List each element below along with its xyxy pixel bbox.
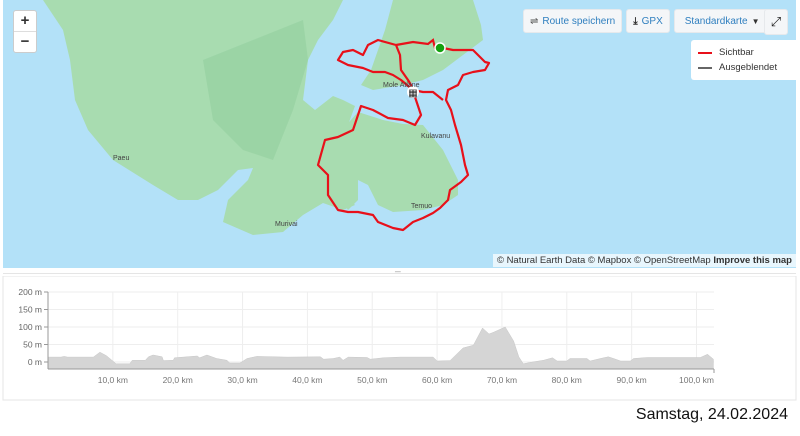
terrain-ridge — [203, 20, 308, 160]
place-temuo: Temuo — [411, 203, 432, 210]
gpx-label: GPX — [641, 15, 663, 27]
elevation-area — [47, 326, 714, 370]
y-tick-label: 200 m — [18, 287, 42, 297]
caret-down-icon: ▼ — [751, 16, 760, 26]
legend-swatch — [698, 51, 712, 54]
date-caption: Samstag, 24.02.2024 — [635, 406, 788, 423]
zoom-in-button[interactable]: + — [20, 12, 30, 29]
y-tick-label: 100 m — [18, 322, 42, 332]
chart-frame — [2, 276, 797, 401]
x-tick-label: 70,0 km — [487, 375, 517, 385]
map-attribution: © Natural Earth Data © Mapbox © OpenStre… — [492, 254, 796, 267]
legend-label: Sichtbar — [719, 47, 754, 58]
save-route-label: Route speichern — [542, 15, 616, 27]
improve-map-link[interactable]: Improve this map — [713, 255, 792, 266]
x-tick-label: 60,0 km — [422, 375, 452, 385]
zoom-out-button[interactable]: − — [14, 31, 36, 52]
fullscreen-button[interactable]: ⤢ — [764, 9, 788, 35]
map-legend: Sichtbar Ausgeblendet — [691, 40, 796, 80]
x-tick-label: 10,0 km — [98, 375, 128, 385]
place-mole-atlane: Mole Atlane — [383, 82, 420, 89]
land-east — [331, 112, 458, 212]
legend-swatch — [698, 66, 712, 69]
x-tick-label: 40,0 km — [292, 375, 322, 385]
svg-text:▦: ▦ — [408, 88, 417, 99]
zoom-control: + − — [13, 10, 37, 53]
x-tick-label: 30,0 km — [227, 375, 257, 385]
x-tick-label: 100,0 km — [679, 375, 714, 385]
y-tick-label: 0 m — [28, 357, 42, 367]
map-canvas[interactable]: ▦ Paeu Murivai Temuo Kulavanu Mole Atlan… — [3, 0, 796, 268]
start-marker[interactable] — [434, 42, 446, 54]
land-west — [43, 0, 355, 235]
y-tick-label: 50 m — [23, 340, 42, 350]
map-style-label: Standardkarte — [684, 15, 748, 27]
save-route-button[interactable]: ⇌ Route speichern — [523, 9, 623, 33]
legend-label: Ausgeblendet — [719, 62, 778, 73]
x-tick-label: 20,0 km — [163, 375, 193, 385]
x-tick-label: 90,0 km — [617, 375, 647, 385]
elevation-chart[interactable]: 200 m 150 m 100 m 50 m 0 m 10,0 km 20,0 km 30,0… — [0, 276, 800, 401]
place-paeu: Paeu — [113, 155, 129, 162]
route[interactable] — [316, 38, 491, 232]
place-kulavanu: Kulavanu — [421, 133, 450, 140]
map-toolbar: ⇌ Route speichern ⤓ GPX Standardkarte ▼ — [523, 9, 771, 33]
resize-handle[interactable]: ═ — [395, 268, 401, 277]
legend-item-visible[interactable]: Sichtbar — [698, 45, 793, 60]
y-tick-label: 150 m — [18, 305, 42, 315]
map[interactable]: ▦ Paeu Murivai Temuo Kulavanu Mole Atlan… — [3, 0, 796, 268]
finish-flag-icon[interactable]: ▦ — [407, 86, 419, 99]
download-icon: ⤓ — [633, 15, 638, 27]
attribution-text: © Natural Earth Data © Mapbox © OpenStre… — [496, 255, 711, 266]
x-tick-label: 80,0 km — [552, 375, 582, 385]
x-tick-label: 50,0 km — [357, 375, 387, 385]
legend-item-hidden[interactable]: Ausgeblendet — [698, 60, 793, 75]
land-north — [361, 0, 483, 90]
map-style-dropdown[interactable]: Standardkarte ▼ — [673, 9, 771, 33]
divider — [3, 273, 796, 274]
route-icon: ⇌ — [530, 15, 539, 27]
place-murivai: Murivai — [275, 221, 298, 228]
expand-icon: ⤢ — [770, 14, 782, 29]
gpx-download-button[interactable]: ⤓ GPX — [626, 9, 670, 33]
